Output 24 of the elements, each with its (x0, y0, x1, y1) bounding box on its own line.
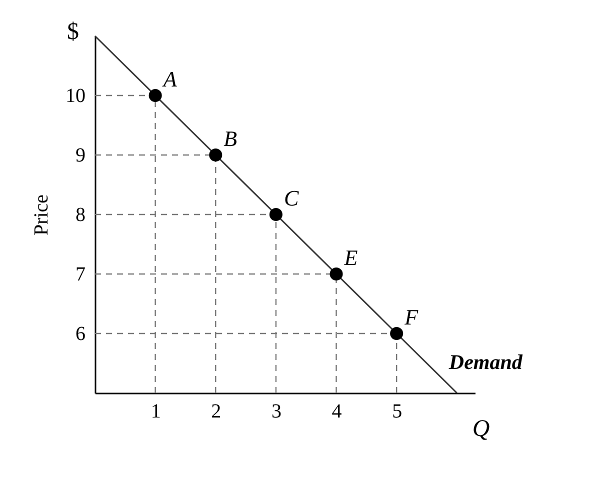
annotation: F (404, 304, 419, 330)
point (209, 148, 222, 162)
point (269, 208, 282, 222)
x-tick-label: 5 (392, 400, 402, 422)
x-tick-label: 1 (150, 400, 161, 422)
y-tick-label: 10 (66, 85, 86, 107)
point (148, 88, 162, 102)
annotation: A (161, 66, 178, 92)
y-tick-label: 7 (76, 264, 86, 286)
x-tick-label: 4 (332, 400, 342, 422)
x-tick-label: 3 (271, 400, 282, 422)
series-label: Demand (448, 350, 523, 374)
annotation: C (284, 186, 299, 210)
text: $ (67, 19, 79, 45)
annotation: B (224, 126, 238, 151)
point (330, 267, 343, 281)
x-tick-label: 2 (211, 400, 222, 422)
y-tick-label: 9 (76, 144, 86, 166)
annotation: E (343, 245, 358, 270)
y-tick-label: 6 (76, 323, 86, 345)
text: Q (472, 416, 490, 442)
y-axis-title: Price (30, 194, 52, 236)
point (390, 326, 404, 340)
y-tick-label: 8 (76, 204, 86, 226)
